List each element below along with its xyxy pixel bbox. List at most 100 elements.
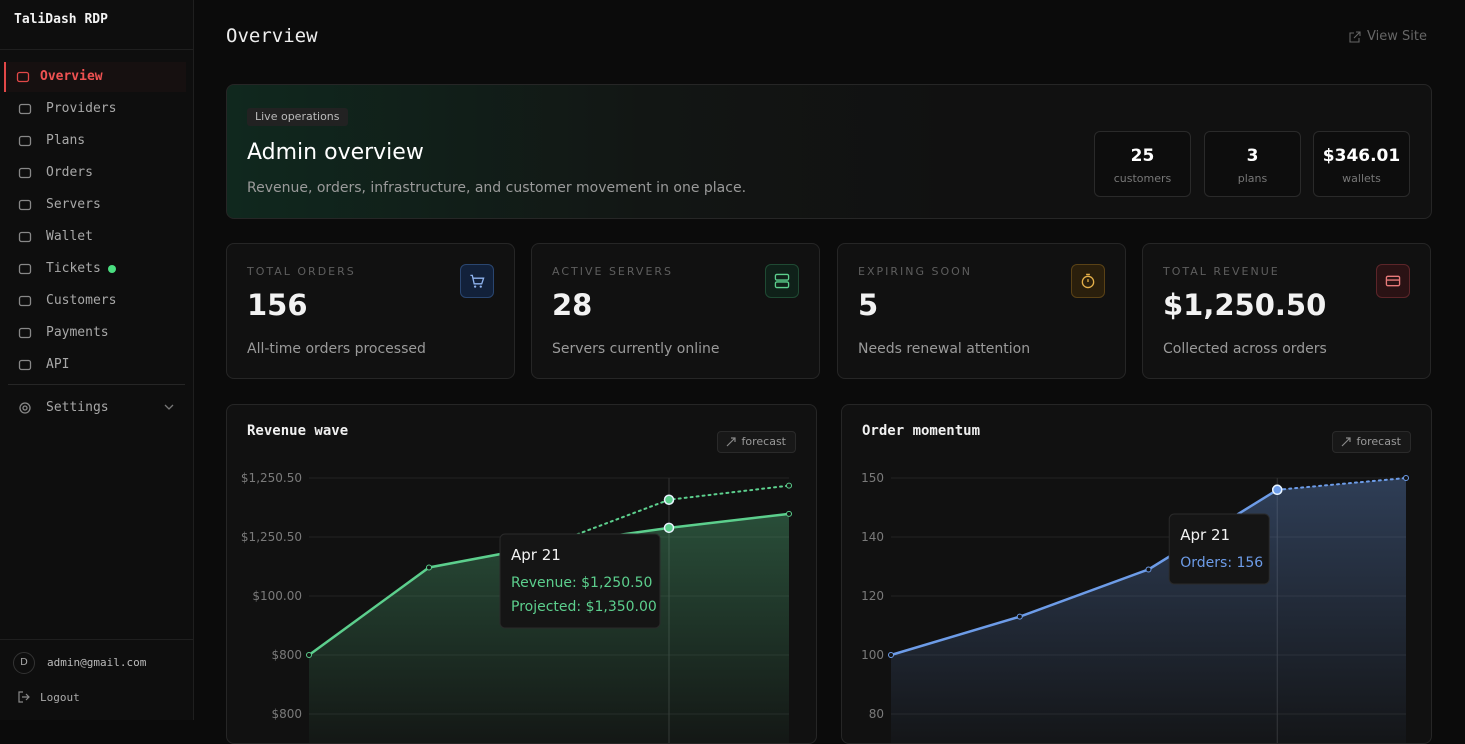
chart: 80 100 120 140 150 Apr 21 Orders: 156 xyxy=(861,471,1409,743)
stat-value: 25 xyxy=(1130,146,1155,166)
nav-icon xyxy=(18,263,32,275)
card-label: TOTAL ORDERS xyxy=(247,265,356,278)
point xyxy=(888,652,894,658)
tooltip-value: Projected: $1,350.00 xyxy=(511,599,657,615)
chart-title: Order momentum xyxy=(862,423,981,439)
card-label: TOTAL REVENUE xyxy=(1163,265,1280,278)
y-tick-label: $1,250.50 xyxy=(241,530,302,544)
stat-value: 3 xyxy=(1246,146,1259,166)
y-tick-label: $1,250.50 xyxy=(241,471,302,485)
nav-item[interactable]: Settings xyxy=(46,400,109,415)
point xyxy=(1403,475,1409,481)
badge-text: forecast xyxy=(1356,435,1401,448)
nav-icon xyxy=(18,295,32,307)
stat-card: ACTIVE SERVERS 28 Servers currently onli… xyxy=(531,243,820,379)
nav-item[interactable]: Servers xyxy=(46,197,101,212)
forecast-badge: forecast xyxy=(716,431,796,453)
nav-icon xyxy=(18,359,32,371)
hero-badge: Live operations xyxy=(247,108,348,126)
view-site[interactable]: View Site xyxy=(1367,29,1427,44)
badge-icon xyxy=(1341,437,1351,447)
nav-item[interactable]: Tickets xyxy=(46,261,101,276)
stat-label: customers xyxy=(1113,172,1172,185)
stat-value: $346.01 xyxy=(1322,146,1401,166)
stat-label: wallets xyxy=(1342,172,1381,185)
y-tick-label: 100 xyxy=(861,648,884,662)
point xyxy=(786,482,792,489)
card-note: Collected across orders xyxy=(1163,341,1327,357)
card-icon xyxy=(1376,264,1410,298)
point xyxy=(663,494,675,505)
stat: 25 customers xyxy=(1094,131,1191,197)
y-tick-label: $800 xyxy=(271,707,302,721)
tooltip-value: Orders: 156 xyxy=(1180,555,1263,571)
point xyxy=(786,510,792,517)
point xyxy=(1272,484,1283,496)
tooltip-box xyxy=(499,533,661,629)
point xyxy=(306,652,312,658)
tooltip-title: Apr 21 xyxy=(1180,526,1230,544)
card-label: EXPIRING SOON xyxy=(858,265,973,278)
chart-panel: $800 $800 $100.00 $1,250.50 $1,250.50 Apr 21 R… xyxy=(226,404,817,744)
tooltip-value: Revenue: $1,250.50 xyxy=(511,575,652,591)
stat-label: plans xyxy=(1237,172,1268,185)
forecast-badge: forecast xyxy=(1331,431,1411,453)
stat: $346.01 wallets xyxy=(1313,131,1410,197)
sidebar: TaliDash RDP Overview Providers Plans Order… xyxy=(0,0,194,720)
nav-item[interactable]: Customers xyxy=(46,293,117,308)
hero-subtitle: Revenue, orders, infrastructure, and cus… xyxy=(247,180,747,196)
status-dot xyxy=(108,265,116,273)
badge-icon xyxy=(726,437,736,447)
card-note: All-time orders processed xyxy=(247,341,426,357)
card-value: 28 xyxy=(552,288,593,322)
avatar: D xyxy=(13,652,35,674)
cart-icon xyxy=(460,264,494,298)
logout[interactable]: Logout xyxy=(40,691,80,704)
tooltip-box xyxy=(1168,513,1270,585)
nav-item[interactable]: Providers xyxy=(46,101,117,116)
divider xyxy=(0,49,193,50)
nav-item[interactable]: Orders xyxy=(46,165,93,180)
stat-card: TOTAL REVENUE $1,250.50 Collected across… xyxy=(1142,243,1431,379)
stat: 3 plans xyxy=(1204,131,1301,197)
divider xyxy=(8,384,185,385)
stat-card: TOTAL ORDERS 156 All-time orders process… xyxy=(226,243,515,379)
card-value: $1,250.50 xyxy=(1163,288,1327,322)
stat-card: EXPIRING SOON 5 Needs renewal attention xyxy=(837,243,1126,379)
y-tick-label: $100.00 xyxy=(252,589,302,603)
point xyxy=(1145,566,1152,573)
nav-icon xyxy=(18,199,32,211)
chevron xyxy=(164,404,174,410)
divider xyxy=(0,639,193,640)
nav-item[interactable]: Payments xyxy=(46,325,109,340)
point xyxy=(426,564,432,571)
page-title: Overview xyxy=(226,25,318,47)
external-icon xyxy=(1349,31,1361,43)
card-value: 156 xyxy=(247,288,308,322)
tooltip-title: Apr 21 xyxy=(511,546,561,564)
nav-icon xyxy=(16,71,30,83)
settings-icon xyxy=(19,402,31,414)
card-value: 5 xyxy=(858,288,879,322)
area xyxy=(1277,478,1406,743)
badge-text: forecast xyxy=(741,435,786,448)
user-email: admin@gmail.com xyxy=(47,656,147,669)
nav-icon xyxy=(18,167,32,179)
timer-icon xyxy=(1071,264,1105,298)
y-tick-label: 150 xyxy=(861,471,884,485)
chart-title: Revenue wave xyxy=(247,423,349,439)
line xyxy=(1276,477,1407,491)
nav-item[interactable]: API xyxy=(46,357,70,372)
brand: TaliDash RDP xyxy=(14,12,108,27)
nav-icon xyxy=(18,103,32,115)
nav-icon xyxy=(18,327,32,339)
nav-item[interactable]: Wallet xyxy=(46,229,93,244)
nav-item[interactable]: Plans xyxy=(46,133,86,148)
chart-panel: 80 100 120 140 150 Apr 21 Orders: 156 Order mo… xyxy=(841,404,1432,744)
server-icon xyxy=(765,264,799,298)
card-note: Servers currently online xyxy=(552,341,720,357)
chart: $800 $800 $100.00 $1,250.50 $1,250.50 Apr 21 R… xyxy=(241,471,792,743)
nav-item[interactable]: Overview xyxy=(40,69,103,84)
y-tick-label: 80 xyxy=(869,707,884,721)
nav-icon xyxy=(18,135,32,147)
